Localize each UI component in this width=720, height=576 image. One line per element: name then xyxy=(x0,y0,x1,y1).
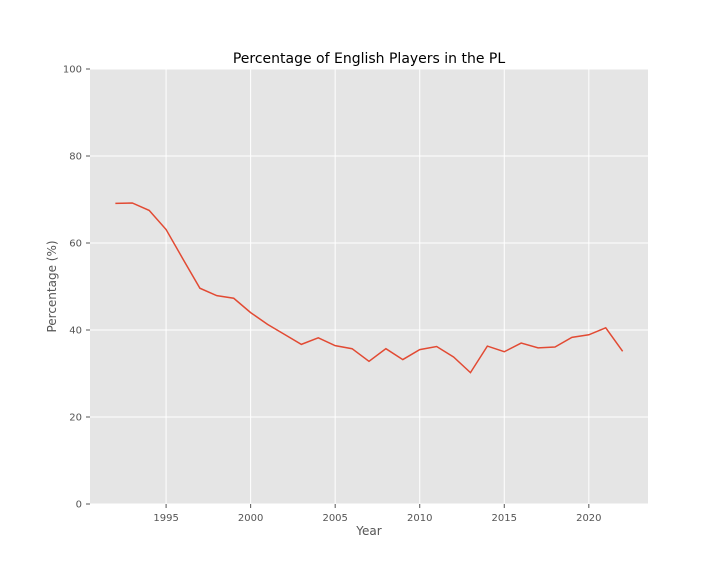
x-tick-label: 2020 xyxy=(576,513,601,524)
y-tick-label: 40 xyxy=(69,326,82,337)
y-tick-label: 0 xyxy=(76,500,82,511)
y-tick-label: 60 xyxy=(69,239,82,250)
axis-ticks: 1995 2000 2005 2010 2015 2020 0 20 40 60 80 100 xyxy=(63,65,602,525)
y-tick-label: 80 xyxy=(69,152,82,163)
series-line xyxy=(115,202,624,374)
x-tick-label: 2000 xyxy=(238,513,263,524)
y-tick-label: 100 xyxy=(63,65,82,76)
y-tick-label: 20 xyxy=(69,413,82,424)
plot-background xyxy=(90,69,648,504)
x-tick-label: 2010 xyxy=(407,513,432,524)
chart-title: Percentage of English Players in the PL xyxy=(233,51,506,67)
x-axis-label: Year xyxy=(355,524,381,538)
x-tick-label: 1995 xyxy=(153,513,178,524)
x-tick-label: 2015 xyxy=(492,513,517,524)
y-axis-label: Percentage (%) xyxy=(45,240,59,332)
grid-lines xyxy=(90,68,648,505)
x-tick-label: 2005 xyxy=(322,513,347,524)
